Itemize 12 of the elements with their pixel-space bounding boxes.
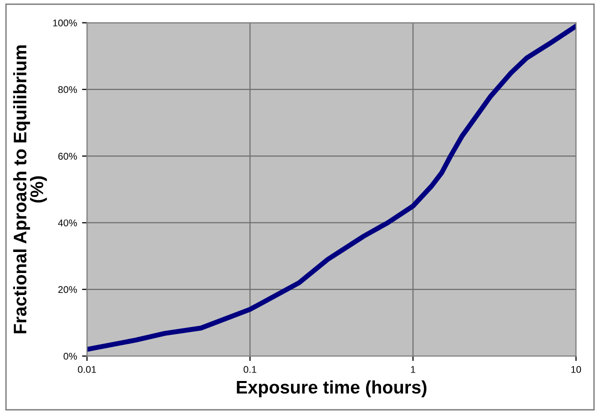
- y-tick-label: 40%: [58, 219, 77, 226]
- x-axis-title: Exposure time (hours): [236, 380, 426, 398]
- x-tick-label: 0.01: [78, 366, 96, 373]
- x-tick-label: 0.1: [244, 366, 256, 373]
- y-tick-label: 100%: [53, 20, 77, 26]
- x-tick-label: 10: [571, 366, 582, 373]
- y-tick-label: 60%: [58, 152, 77, 160]
- y-tick-label: 80%: [58, 86, 77, 94]
- y-tick-label: 0%: [64, 352, 77, 360]
- y-axis-title: Fractional Aproach to Equilibrium (%): [13, 45, 47, 334]
- y-tick-label: 20%: [58, 286, 77, 294]
- x-tick-label: 1: [411, 366, 416, 373]
